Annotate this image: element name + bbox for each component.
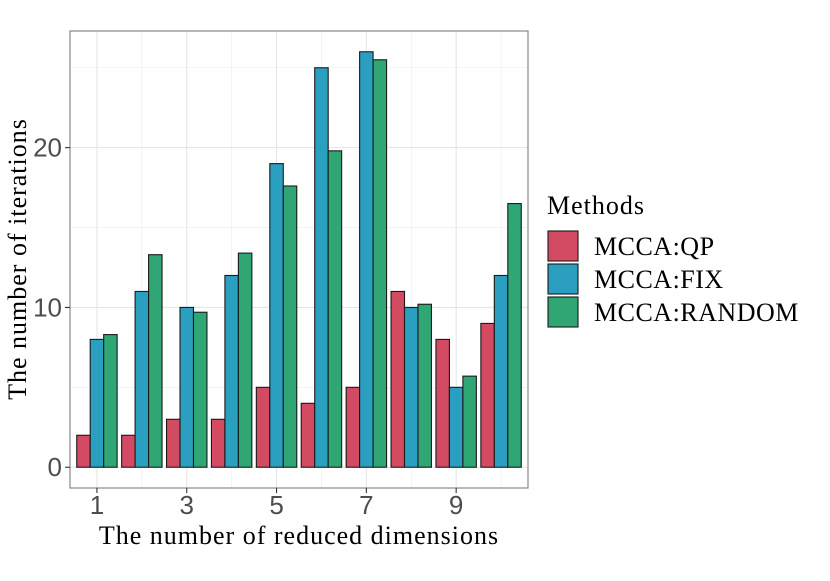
- bar-mcca-random-1: [103, 334, 118, 468]
- bar-mcca-qp-5: [255, 386, 271, 468]
- bar-mcca-random-4: [237, 252, 253, 468]
- legend-label-mcca-random: MCCA:RANDOM: [594, 298, 799, 327]
- x-tick-label: 3: [180, 490, 194, 520]
- bar-mcca-fix-8: [403, 306, 419, 468]
- bar-mcca-qp-4: [210, 418, 226, 468]
- bar-mcca-fix-6: [314, 67, 329, 468]
- x-tick-label: 9: [449, 490, 463, 520]
- bar-mcca-qp-9: [435, 338, 450, 468]
- x-tick-label: 7: [359, 490, 373, 520]
- legend-title: Methods: [547, 191, 645, 220]
- bar-mcca-qp-1: [76, 434, 91, 468]
- legend-label-mcca-qp: MCCA:QP: [594, 232, 715, 261]
- panel-border: [69, 30, 529, 489]
- bar-mcca-random-3: [192, 311, 208, 468]
- legend-key-mcca-random: [547, 296, 579, 328]
- legend-key-mcca-fix: [547, 263, 579, 295]
- bar-mcca-fix-5: [269, 163, 284, 468]
- bar-mcca-fix-2: [134, 290, 150, 468]
- bar-mcca-fix-3: [179, 306, 195, 468]
- bar-mcca-random-10: [507, 203, 522, 468]
- x-axis-title: The number of reduced dimensions: [99, 521, 499, 550]
- bar-mcca-qp-7: [345, 386, 361, 468]
- y-axis-title: The number of iterations: [3, 118, 32, 400]
- legend: Methods MCCA:QP MCCA:FIX MCCA:RANDOM: [547, 191, 799, 328]
- bar-mcca-qp-3: [165, 418, 181, 468]
- bar-mcca-fix-7: [359, 51, 374, 468]
- bar-mcca-random-8: [417, 303, 433, 468]
- bar-mcca-random-5: [282, 185, 298, 468]
- bar-mcca-qp-6: [300, 402, 316, 468]
- bar-mcca-qp-8: [390, 290, 406, 468]
- bar-mcca-fix-4: [224, 274, 239, 468]
- bar-mcca-random-9: [462, 375, 477, 468]
- bar-mcca-random-2: [148, 254, 163, 468]
- x-tick-label: 1: [90, 490, 104, 520]
- x-axis: 1 3 5 7 9: [90, 488, 463, 520]
- bar-mcca-fix-10: [493, 274, 509, 468]
- bar-mcca-random-6: [327, 150, 343, 468]
- x-tick-label: 5: [269, 490, 283, 520]
- bar-mcca-fix-1: [89, 338, 105, 468]
- legend-key-mcca-qp: [547, 230, 579, 262]
- y-axis: 0 10 20: [33, 133, 70, 482]
- y-tick-label: 20: [33, 133, 62, 163]
- y-tick-label: 10: [33, 292, 62, 322]
- bar-mcca-qp-2: [121, 434, 136, 468]
- y-tick-label: 0: [48, 452, 62, 482]
- bar-mcca-fix-9: [448, 386, 464, 468]
- legend-label-mcca-fix: MCCA:FIX: [594, 265, 724, 294]
- bars: [76, 51, 522, 468]
- bar-mcca-random-7: [372, 59, 388, 468]
- bar-mcca-qp-10: [480, 322, 495, 468]
